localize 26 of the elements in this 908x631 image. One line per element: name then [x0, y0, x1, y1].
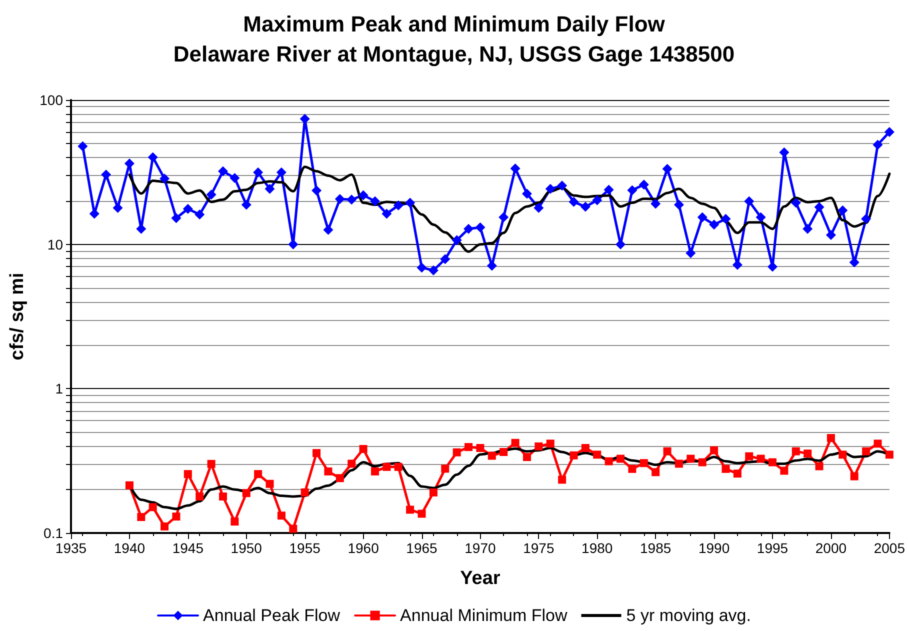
x-tick-label: 1945	[172, 540, 204, 556]
legend-label: Annual Peak Flow	[203, 606, 341, 625]
legend-label: 5 yr moving avg.	[626, 606, 751, 625]
chart-title: Maximum Peak and Minimum Daily Flow	[243, 12, 666, 36]
x-tick-label: 1940	[114, 540, 146, 556]
y-tick-label: 1	[55, 380, 64, 397]
x-tick-label: 1960	[348, 540, 380, 556]
y-tick-label: 10	[47, 236, 64, 252]
x-tick-label: 1980	[582, 540, 613, 556]
x-axis-title: Year	[460, 568, 501, 589]
x-tick-label: 1975	[523, 540, 554, 556]
x-tick-label: 1990	[698, 540, 730, 556]
legend-label: Annual Minimum Flow	[400, 606, 568, 625]
x-tick-label: 1935	[55, 540, 87, 556]
chart-subtitle: Delaware River at Montague, NJ, USGS Gage 1438500	[173, 42, 735, 66]
x-tick-label: 1955	[289, 540, 321, 556]
x-tick-label: 1995	[756, 540, 788, 556]
x-tick-label: 2005	[874, 540, 906, 556]
y-tick-label: 100	[40, 92, 64, 108]
x-tick-label: 1965	[406, 540, 438, 556]
x-tick-label: 1950	[230, 540, 262, 556]
x-tick-label: 2000	[815, 540, 847, 556]
x-tick-label: 1970	[464, 540, 496, 556]
x-tick-label: 1985	[640, 540, 672, 556]
y-axis-title: cfs/ sq mi	[7, 272, 28, 360]
y-tick-label: 0.1	[44, 525, 64, 541]
